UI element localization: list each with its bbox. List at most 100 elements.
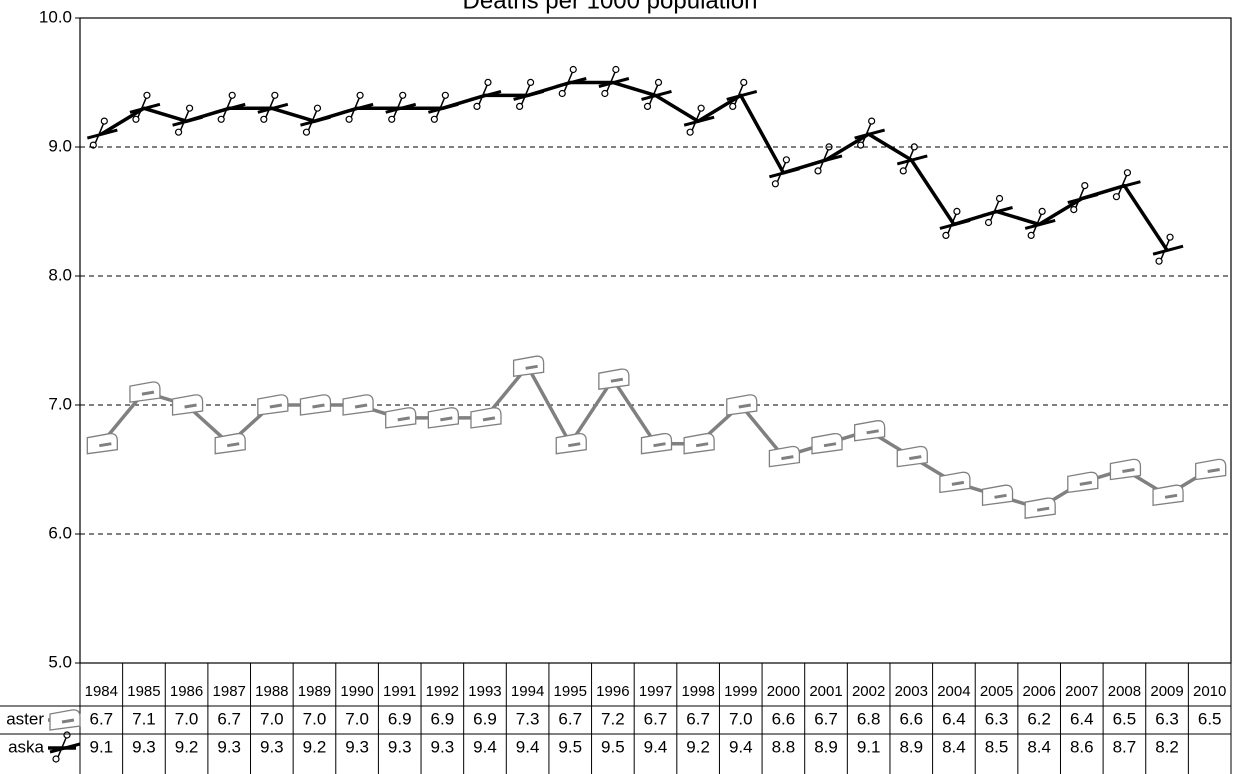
scissor-blade bbox=[470, 89, 502, 101]
table-value: 9.3 bbox=[345, 737, 369, 756]
table-value: 6.4 bbox=[942, 709, 966, 728]
mailbox-marker bbox=[257, 394, 289, 416]
mailbox-flag bbox=[951, 480, 965, 486]
scissors-marker bbox=[385, 91, 417, 123]
mailbox-body bbox=[981, 484, 1014, 507]
table-value: 7.3 bbox=[516, 709, 540, 728]
scissor-blade bbox=[989, 201, 1000, 221]
scissor-blade bbox=[598, 77, 630, 88]
scissor-blade bbox=[435, 98, 446, 118]
scissor-blade bbox=[563, 72, 573, 92]
x-tick-label: 2003 bbox=[895, 683, 928, 700]
mailbox-marker bbox=[598, 368, 630, 390]
scissors-marker bbox=[726, 78, 758, 111]
scissor-handle bbox=[654, 78, 663, 87]
scissor-handle bbox=[1155, 257, 1163, 265]
scissor-handle bbox=[612, 65, 620, 74]
scissors-marker bbox=[982, 194, 1013, 227]
scissor-handle bbox=[740, 78, 748, 87]
scissor-blade bbox=[1032, 214, 1042, 234]
table-value: 6.6 bbox=[899, 709, 923, 728]
mailbox-marker bbox=[129, 381, 161, 403]
x-tick-label: 2004 bbox=[937, 683, 970, 700]
scissor-blade bbox=[513, 89, 544, 101]
mailbox-flag bbox=[1079, 480, 1093, 486]
x-tick-label: 1985 bbox=[127, 683, 160, 700]
scissors-marker bbox=[342, 91, 374, 123]
mailbox-body bbox=[512, 355, 545, 378]
mailbox-body bbox=[129, 381, 161, 403]
mailbox-flag bbox=[781, 455, 794, 461]
scissor-handle bbox=[473, 102, 481, 111]
mailbox-marker bbox=[1024, 497, 1056, 519]
mailbox-marker bbox=[939, 471, 971, 494]
scissor-blade bbox=[648, 85, 659, 105]
mailbox-marker bbox=[1195, 458, 1227, 481]
table-value: 6.8 bbox=[857, 709, 881, 728]
scissors-marker bbox=[683, 104, 715, 136]
mailbox-marker bbox=[342, 394, 374, 416]
scissors-marker bbox=[1110, 169, 1141, 201]
y-tick-label: 6.0 bbox=[48, 523, 72, 542]
scissor-handle bbox=[271, 91, 279, 99]
scissor-handle bbox=[1070, 206, 1078, 214]
mailbox-flag bbox=[610, 377, 624, 383]
mailbox-body bbox=[768, 445, 801, 468]
mailbox-flag bbox=[397, 416, 410, 422]
table-value: 8.6 bbox=[1070, 737, 1094, 756]
mailbox-marker bbox=[1067, 471, 1099, 494]
scissor-blade bbox=[1117, 175, 1128, 195]
mailbox-marker bbox=[1109, 458, 1142, 481]
table-value: 7.0 bbox=[729, 709, 753, 728]
scissor-handle bbox=[260, 115, 268, 123]
table-value: 6.6 bbox=[772, 709, 796, 728]
scissor-blade bbox=[904, 149, 914, 170]
scissor-blade bbox=[819, 149, 829, 170]
scissor-handle bbox=[441, 91, 449, 99]
table-value: 6.9 bbox=[431, 709, 455, 728]
scissor-handle bbox=[814, 167, 822, 175]
mailbox-flag bbox=[482, 416, 496, 422]
table-value: 9.2 bbox=[303, 737, 327, 756]
scissor-blade bbox=[478, 85, 488, 105]
x-tick-label: 2006 bbox=[1022, 683, 1055, 700]
scissors-marker bbox=[811, 143, 843, 175]
scissor-handle bbox=[228, 91, 236, 99]
mailbox-flag bbox=[738, 403, 752, 409]
scissor-blade bbox=[811, 154, 843, 166]
table-value: 6.5 bbox=[1113, 709, 1137, 728]
scissor-blade bbox=[606, 72, 616, 92]
mailbox-body bbox=[726, 394, 758, 416]
mailbox-marker bbox=[640, 432, 673, 455]
scissor-handle bbox=[345, 115, 353, 123]
x-tick-label: 1996 bbox=[596, 683, 629, 700]
mailbox-marker bbox=[1152, 484, 1184, 507]
table-value: 6.7 bbox=[686, 709, 710, 728]
mailbox-marker bbox=[171, 394, 204, 416]
scissor-blade bbox=[222, 98, 232, 118]
scissors-marker bbox=[300, 104, 331, 136]
scissor-blade bbox=[300, 115, 331, 127]
x-tick-label: 1998 bbox=[681, 683, 714, 700]
scissor-handle bbox=[1038, 207, 1046, 215]
scissor-handle bbox=[185, 104, 194, 112]
table-value: 9.3 bbox=[260, 737, 284, 756]
mailbox-body bbox=[470, 407, 502, 429]
table-value: 6.7 bbox=[89, 709, 113, 728]
scissor-handle bbox=[1081, 182, 1089, 190]
scissor-blade bbox=[947, 214, 957, 234]
scissor-blade bbox=[427, 102, 459, 114]
scissor-blade bbox=[1024, 218, 1056, 230]
y-tick-label: 10.0 bbox=[39, 7, 72, 26]
mailbox-flag bbox=[141, 390, 155, 396]
x-tick-label: 1984 bbox=[85, 683, 118, 700]
x-tick-label: 1987 bbox=[213, 683, 246, 700]
table-value: 9.2 bbox=[686, 737, 710, 756]
mailbox-flag bbox=[312, 403, 325, 409]
mailbox-flag bbox=[354, 403, 368, 409]
mailbox-body bbox=[214, 432, 246, 455]
scissor-handle bbox=[52, 755, 60, 763]
table-value: 8.9 bbox=[814, 737, 838, 756]
mailbox-flag bbox=[1122, 468, 1135, 473]
table-value: 6.7 bbox=[814, 709, 838, 728]
